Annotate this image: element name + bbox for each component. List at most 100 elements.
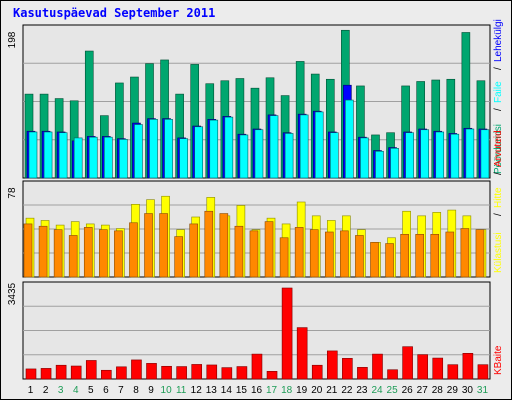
legend-separator-middle-1: /: [493, 213, 504, 216]
x-tick-day-21: 21: [326, 385, 338, 396]
bar-computers-day-29: [445, 231, 455, 278]
bar-pages-day-21: [329, 132, 339, 179]
bar-kbytes-day-21: [326, 350, 338, 380]
bar-pages-day-18: [284, 133, 294, 179]
legend-top-faile: Faile: [493, 81, 504, 103]
bar-pages-day-16: [254, 129, 264, 179]
y-max-label-bottom: 3435: [7, 282, 18, 305]
bar-computers-day-11: [174, 236, 183, 278]
bar-computers-day-2: [38, 225, 48, 278]
bar-pages-day-1: [28, 131, 38, 179]
bar-computers-day-27: [415, 234, 424, 278]
bar-pages-day-8: [134, 124, 143, 179]
bar-pages-day-27: [420, 129, 429, 179]
bar-computers-day-31: [475, 229, 485, 278]
bar-computers-day-23: [355, 235, 364, 278]
bar-pages-day-26: [405, 132, 414, 179]
bar-computers-day-16: [249, 230, 259, 278]
legend-top-lehekülgi: Lehekülgi: [493, 19, 504, 62]
bar-computers-day-12: [189, 223, 199, 278]
legend-middle-külastusi: Külastusi: [493, 232, 504, 273]
bar-computers-day-22: [340, 230, 349, 278]
bar-pages-day-22: [345, 99, 354, 179]
bar-pages-day-24: [375, 150, 384, 179]
x-tick-day-2: 2: [43, 385, 49, 396]
bar-computers-day-19: [294, 227, 304, 278]
bar-pages-day-17: [269, 115, 279, 179]
bar-pages-day-10: [164, 119, 173, 179]
bar-kbytes-day-24: [372, 353, 383, 380]
x-tick-day-11: 11: [176, 385, 187, 396]
legend-middle-arvuteid: Arvuteid: [493, 130, 504, 167]
x-tick-day-7: 7: [118, 385, 124, 396]
bar-computers-day-28: [430, 234, 440, 278]
bar-kbytes-day-14: [221, 367, 233, 380]
x-tick-day-6: 6: [103, 385, 109, 396]
bar-computers-day-3: [53, 229, 63, 278]
bar-kbytes-day-13: [206, 364, 218, 380]
bar-kbytes-day-4: [70, 365, 82, 380]
bar-computers-day-30: [460, 228, 470, 278]
bar-pages-day-5: [88, 136, 98, 179]
bar-computers-day-21: [324, 231, 334, 278]
bar-kbytes-day-23: [357, 367, 368, 380]
bar-computers-day-4: [68, 235, 78, 278]
bar-pages-day-19: [299, 114, 309, 179]
bar-computers-day-1: [23, 223, 33, 278]
bar-kbytes-day-31: [477, 364, 489, 380]
bar-kbytes-day-30: [462, 353, 474, 380]
x-tick-day-8: 8: [133, 385, 139, 396]
chart-title: Kasutuspäevad September 2011: [13, 6, 216, 20]
bar-computers-day-25: [385, 243, 394, 278]
bar-kbytes-day-11: [176, 366, 187, 380]
legend-separator-middle-2: /: [493, 172, 504, 175]
x-tick-day-28: 28: [432, 385, 444, 396]
x-tick-day-15: 15: [236, 385, 248, 396]
x-tick-day-20: 20: [311, 385, 323, 396]
bar-kbytes-day-8: [131, 359, 142, 380]
x-tick-day-13: 13: [206, 385, 218, 396]
bar-pages-day-7: [119, 139, 128, 179]
y-max-label-top: 198: [7, 31, 18, 48]
bar-kbytes-day-6: [101, 369, 112, 380]
bar-kbytes-day-10: [161, 365, 172, 380]
bar-pages-day-23: [360, 137, 369, 179]
x-tick-day-27: 27: [417, 385, 429, 396]
bar-pages-day-9: [149, 119, 158, 179]
bar-computers-day-26: [400, 234, 409, 278]
bar-kbytes-day-1: [25, 368, 37, 380]
bar-computers-day-13: [204, 210, 214, 278]
bar-kbytes-day-7: [116, 366, 127, 380]
bar-computers-day-9: [144, 213, 153, 278]
bar-kbytes-day-9: [146, 363, 157, 380]
bar-pages-day-14: [224, 116, 234, 179]
bar-kbytes-day-25: [387, 369, 398, 380]
bar-kbytes-day-22: [342, 358, 353, 380]
bar-kbytes-day-28: [432, 357, 444, 380]
x-tick-day-17: 17: [266, 385, 278, 396]
legend-top-pöördumisi: Pöördumisi: [493, 124, 504, 174]
bar-pages-day-30: [465, 128, 475, 179]
legend-middle-hitte: Hitte: [493, 187, 504, 208]
bar-computers-day-10: [159, 213, 168, 278]
bar-kbytes-day-29: [447, 364, 459, 380]
x-tick-day-1: 1: [28, 385, 34, 396]
bar-pages-day-2: [43, 131, 53, 179]
legend-bottom-kbaite: KBaite: [493, 345, 504, 375]
bar-computers-day-5: [83, 227, 93, 278]
bar-kbytes-day-5: [85, 360, 97, 380]
bar-pages-day-28: [435, 131, 445, 179]
bar-pages-day-3: [58, 132, 68, 179]
legend-separator-top-2: /: [493, 67, 504, 70]
bar-kbytes-day-18: [281, 287, 293, 380]
x-tick-day-16: 16: [251, 385, 263, 396]
bar-kbytes-day-12: [191, 364, 203, 380]
x-tick-day-4: 4: [73, 385, 79, 396]
bar-computers-day-17: [264, 221, 274, 278]
bar-computers-day-24: [370, 242, 379, 278]
bar-pages-day-25: [390, 148, 399, 179]
bar-kbytes-day-27: [417, 354, 428, 380]
bar-pages-day-15: [239, 134, 249, 179]
x-tick-day-5: 5: [88, 385, 94, 396]
